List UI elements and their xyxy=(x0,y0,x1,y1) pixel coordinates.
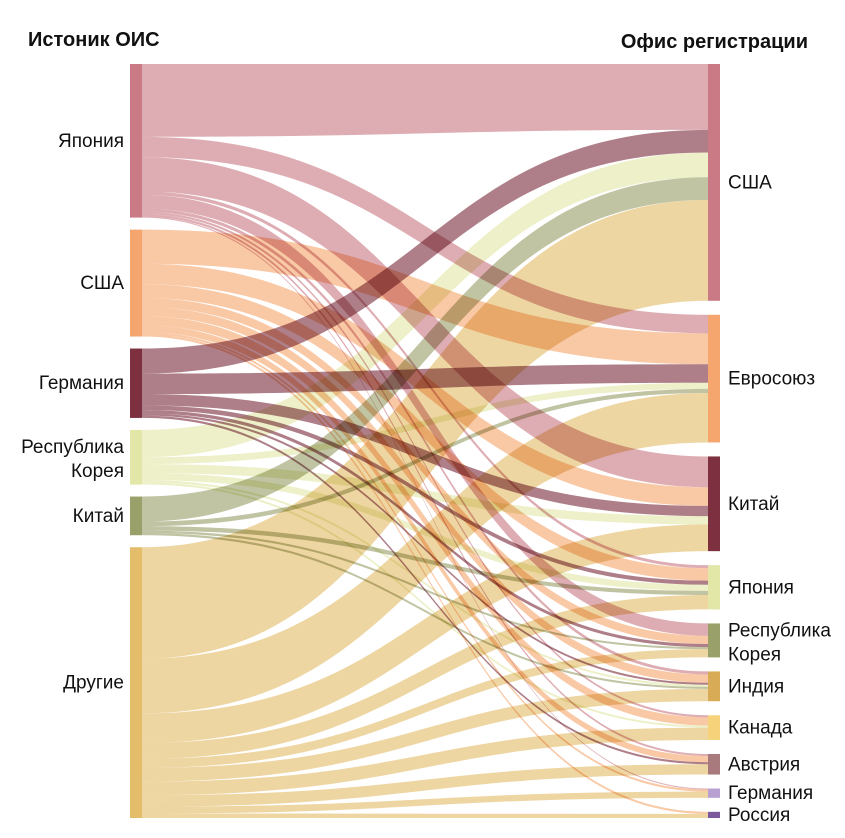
flow-ot-to-ru xyxy=(142,813,708,818)
target-label-us: США xyxy=(728,172,772,193)
source-label-de: Германия xyxy=(39,373,124,394)
target-node-ca xyxy=(708,715,720,740)
flow-jp-to-eu xyxy=(142,136,708,334)
target-label-kr: Республика Корея xyxy=(728,620,831,665)
source-label-cn: Китай xyxy=(73,506,124,527)
target-header: Офис регистрации xyxy=(621,31,808,53)
flow-cn-to-us xyxy=(142,177,708,522)
target-label-in: Индия xyxy=(728,676,784,697)
source-header: Истоник ОИС xyxy=(28,29,160,51)
target-label-cn: Китай xyxy=(728,494,779,515)
target-label-jp: Япония xyxy=(728,577,794,598)
flow-ot-to-cn xyxy=(142,524,708,743)
target-label-ca: Канада xyxy=(728,718,793,739)
flow-jp-to-ge xyxy=(142,216,708,790)
source-nodes xyxy=(130,64,142,818)
target-node-eu xyxy=(708,314,720,443)
target-node-ru xyxy=(708,811,720,818)
target-nodes xyxy=(708,64,720,818)
target-label-eu: Евросоюз xyxy=(728,369,815,390)
source-node-jp xyxy=(130,64,142,218)
source-node-de xyxy=(130,348,142,418)
flow-ot-to-in xyxy=(142,688,708,782)
target-label-ru: Россия xyxy=(728,805,790,826)
source-node-ot xyxy=(130,547,142,818)
target-node-ge xyxy=(708,788,720,798)
flow-cn-to-kr xyxy=(142,530,708,650)
flow-us-to-ca xyxy=(142,316,708,726)
flow-jp-to-cn xyxy=(142,157,708,488)
source-node-us xyxy=(130,229,142,337)
flow-jp-to-us xyxy=(142,64,708,137)
flow-ot-to-kr xyxy=(142,649,708,768)
target-label-at: Австрия xyxy=(728,754,800,775)
flow-links xyxy=(142,64,708,818)
source-node-cn xyxy=(130,496,142,536)
source-label-ot: Другие xyxy=(63,673,124,694)
source-node-kr xyxy=(130,429,142,485)
flow-de-to-us xyxy=(142,129,708,374)
target-labels: США Евросоюз Китай Япония Республика Корея Инд… xyxy=(728,172,831,826)
source-label-jp: Япония xyxy=(58,131,124,152)
target-label-ge: Германия xyxy=(728,783,813,804)
source-labels: Япония США Германия Республика Корея Китай Дру… xyxy=(21,131,124,694)
flow-kr-to-in xyxy=(142,479,708,687)
flow-ot-to-eu xyxy=(142,393,708,714)
target-node-us xyxy=(708,64,720,301)
flow-jp-to-at xyxy=(142,214,708,757)
flow-ot-to-ge xyxy=(142,791,708,814)
source-label-kr: Республика Корея xyxy=(21,437,124,482)
flow-kr-to-us xyxy=(142,152,708,458)
flow-ot-to-ca xyxy=(142,727,708,796)
flow-kr-to-ca xyxy=(142,482,708,728)
target-node-at xyxy=(708,753,720,775)
target-node-kr xyxy=(708,623,720,658)
flow-ot-to-jp xyxy=(142,595,708,759)
target-node-in xyxy=(708,671,720,702)
flow-cn-to-in xyxy=(142,532,708,689)
target-node-cn xyxy=(708,456,720,552)
source-label-us: США xyxy=(80,273,124,294)
flow-ot-to-us xyxy=(142,199,708,659)
target-node-jp xyxy=(708,565,720,610)
flow-ot-to-at xyxy=(142,764,708,807)
flow-kr-to-cn xyxy=(142,464,708,525)
